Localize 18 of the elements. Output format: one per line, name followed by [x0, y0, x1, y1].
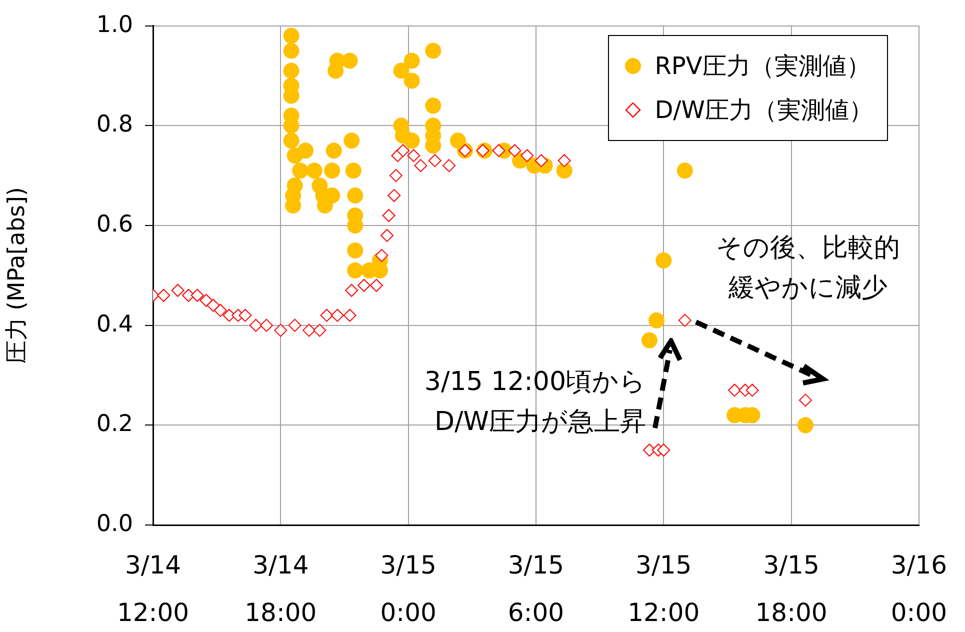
y-axis-title: 圧力 (MPa[abs]) — [4, 187, 30, 364]
x-tick-label: 3/15 0:00 — [380, 550, 436, 627]
x-tick-label: 3/14 12:00 — [116, 550, 190, 627]
legend-label: RPV圧力（実測値） — [654, 51, 870, 82]
y-tick-label: 0.2 — [96, 411, 133, 438]
x-tick-label: 3/14 18:00 — [244, 550, 317, 627]
x-tick-label: 3/15 12:00 — [628, 550, 700, 627]
x-tick-label: 3/15 6:00 — [508, 550, 564, 627]
y-tick-label: 0.6 — [96, 211, 133, 238]
annotation: その後、比較的緩やかに減少 — [715, 232, 901, 305]
y-tick-label: 0.8 — [96, 112, 133, 138]
annotation: 3/15 12:00頃からD/W圧力が急上昇 — [423, 366, 646, 439]
x-tick-label: 3/15 18:00 — [755, 550, 828, 627]
legend-label: D/W圧力（実測値） — [654, 95, 873, 126]
y-tick-label: 0.0 — [96, 510, 133, 537]
y-tick-label: 0.4 — [96, 311, 133, 338]
y-tick-label: 1.0 — [96, 12, 133, 38]
x-tick-label: 3/16 0:00 — [890, 550, 947, 627]
